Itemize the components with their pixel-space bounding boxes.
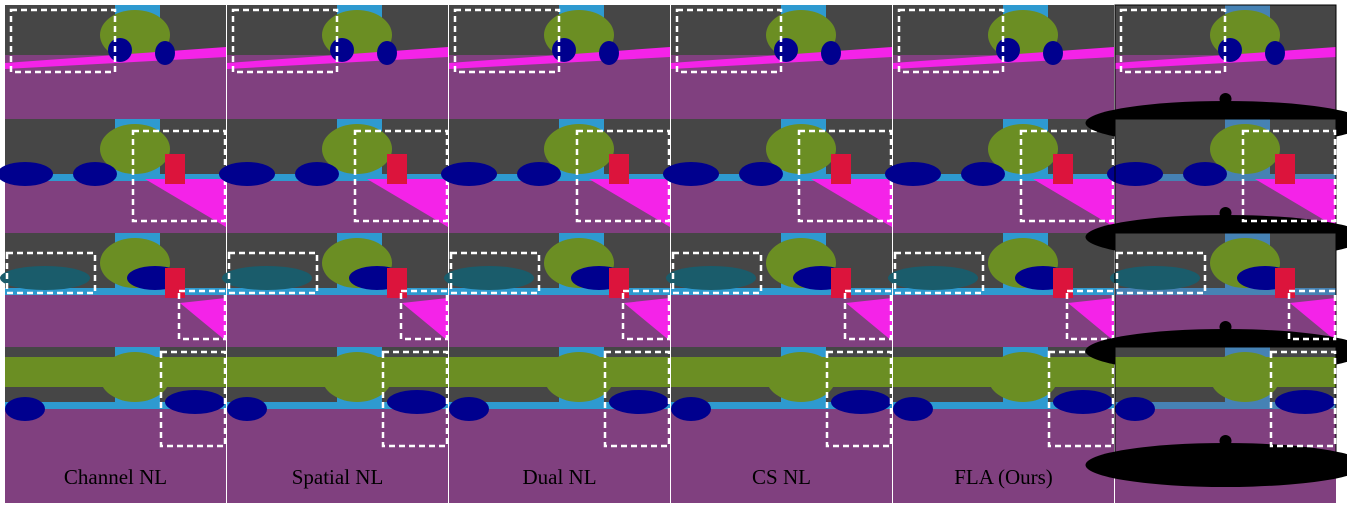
vegetation [5, 357, 226, 387]
car [552, 38, 576, 62]
column-label: Channel NL [64, 465, 167, 489]
person [609, 154, 629, 184]
car [885, 162, 941, 186]
car [444, 266, 534, 290]
vegetation [671, 357, 892, 387]
car [449, 397, 489, 421]
car [387, 390, 447, 414]
building [5, 5, 115, 60]
person [831, 154, 851, 184]
panel-grid [0, 5, 1347, 503]
vegetation [227, 357, 448, 387]
column-label: CS NL [752, 465, 811, 489]
car [108, 38, 132, 62]
car [774, 38, 798, 62]
ego-vehicle [1220, 435, 1232, 447]
car [888, 266, 978, 290]
column-label: FLA (Ours) [954, 465, 1053, 489]
car [671, 397, 711, 421]
car [1110, 266, 1200, 290]
car [517, 162, 561, 186]
car [739, 162, 783, 186]
car [663, 162, 719, 186]
person [1053, 154, 1073, 184]
car [821, 41, 841, 65]
building [227, 5, 337, 60]
car [155, 41, 175, 65]
ego-vehicle [1220, 207, 1232, 219]
person [1275, 154, 1295, 184]
ego-vehicle [1220, 321, 1232, 333]
vegetation [1115, 357, 1336, 387]
car [1043, 41, 1063, 65]
car [165, 390, 225, 414]
column-label: Spatial NL [292, 465, 384, 489]
car [330, 38, 354, 62]
car [222, 266, 312, 290]
car [295, 162, 339, 186]
person [387, 268, 407, 298]
car [441, 162, 497, 186]
person [1275, 268, 1295, 298]
car [893, 397, 933, 421]
car [1115, 397, 1155, 421]
car [831, 390, 891, 414]
ego-vehicle [1220, 93, 1232, 105]
car [961, 162, 1005, 186]
car [227, 397, 267, 421]
car [377, 41, 397, 65]
building [1115, 5, 1225, 60]
car [609, 390, 669, 414]
car [0, 266, 90, 290]
car [1275, 390, 1335, 414]
person [831, 268, 851, 298]
car [1183, 162, 1227, 186]
car [1265, 41, 1285, 65]
column-label: GT [1212, 465, 1240, 489]
car [5, 397, 45, 421]
building [449, 5, 559, 60]
car [73, 162, 117, 186]
vegetation [449, 357, 670, 387]
person [387, 154, 407, 184]
car [219, 162, 275, 186]
car [1218, 38, 1242, 62]
car [599, 41, 619, 65]
person [609, 268, 629, 298]
person [165, 268, 185, 298]
building [893, 5, 1003, 60]
person [1053, 268, 1073, 298]
vegetation [893, 357, 1114, 387]
car [1053, 390, 1113, 414]
building [671, 5, 781, 60]
column-label: Dual NL [522, 465, 596, 489]
car [996, 38, 1020, 62]
car [666, 266, 756, 290]
person [165, 154, 185, 184]
